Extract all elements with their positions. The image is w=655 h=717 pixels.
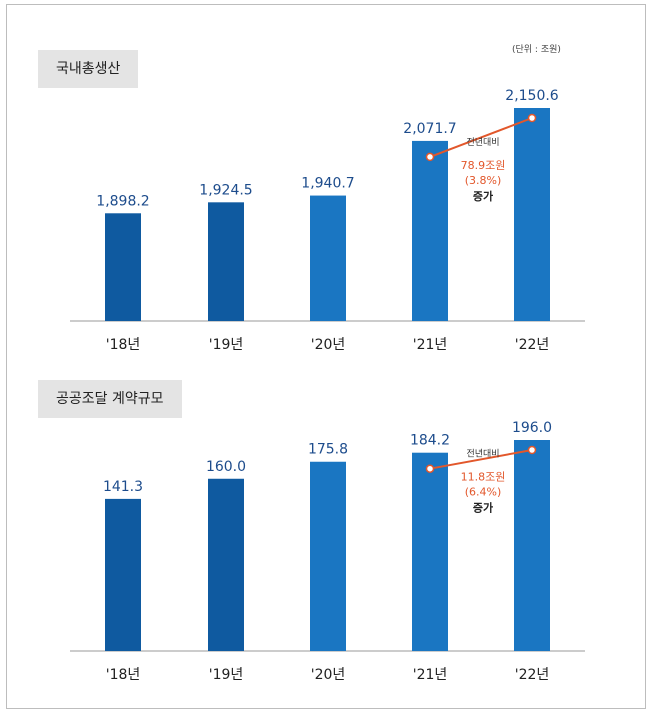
comparison-direction: 증가 [473,189,493,203]
comparison-label: 전년대비 [466,449,499,460]
connector-dot-start [425,464,435,473]
bar-19 [208,478,244,651]
x-tick-label: '19년 [209,337,244,353]
x-tick-label: '20년 [311,337,346,353]
comparison-connector [429,449,533,470]
bar-20 [310,195,346,321]
chart-1-title: 국내총생산 [38,50,139,88]
connector-dot-end [527,445,537,455]
comparison-amount: 78.9조원 [461,159,506,172]
procurement-bar-chart: 141.3 '18년 160.0 '19년 175.8 '20년 184.2 '21년 196.… [70,420,585,683]
x-tick-label: '18년 [106,667,141,683]
data-label: 160.0 [206,459,246,475]
data-label: 1,940.7 [301,176,354,192]
connector-dot-start [425,152,435,162]
x-tick-label: '21년 [413,667,448,683]
data-label: 196.0 [512,420,552,436]
x-tick-label: '20년 [311,667,346,683]
bar-18 [105,213,141,321]
bar-22 [514,108,550,321]
connector-dot-end [527,113,537,123]
comparison-percent: (3.8%) [465,174,502,187]
comparison-direction: 증가 [473,501,493,515]
chart-2-title: 공공조달 계약규모 [38,380,182,418]
bar-21 [412,452,448,651]
x-tick-label: '21년 [413,337,448,353]
data-label: 184.2 [410,433,450,449]
bar-18 [105,498,141,651]
bar-19 [208,202,244,321]
comparison-percent: (6.4%) [465,486,502,499]
comparison-amount: 11.8조원 [461,471,506,484]
bar-20 [310,461,346,651]
bar-21 [412,140,448,321]
data-label: 175.8 [308,442,348,458]
comparison-label: 전년대비 [466,137,499,148]
data-label: 1,898.2 [96,193,149,209]
data-label: 141.3 [103,479,143,495]
data-label: 2,150.6 [505,88,559,104]
x-tick-label: '18년 [106,337,141,353]
data-label: 2,071.7 [403,121,456,137]
x-tick-label: '19년 [209,667,244,683]
bar-22 [514,440,550,651]
data-label: 1,924.5 [199,182,252,198]
unit-label: (단위 : 조원) [512,45,561,55]
gdp-bar-chart: 1,898.2 '18년 1,924.5 '19년 1,940.7 '20년 2,071.7… [70,88,585,353]
x-tick-label: '22년 [515,667,550,683]
x-tick-label: '22년 [515,337,550,353]
comparison-connector [429,117,533,158]
